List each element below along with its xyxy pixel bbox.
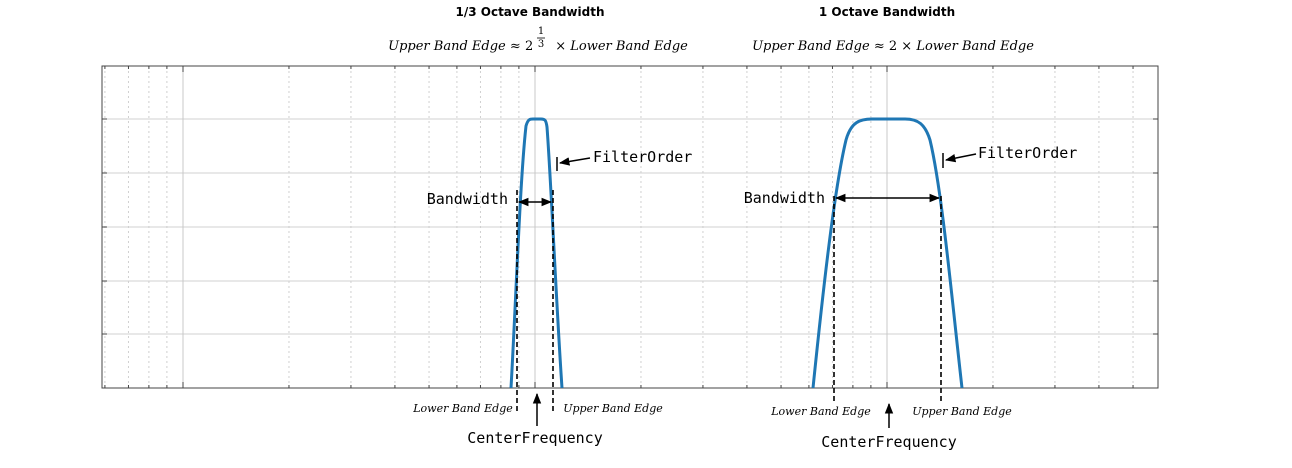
upper-edge-label: Upper Band Edge xyxy=(912,405,1012,418)
center-label: CenterFrequency xyxy=(467,429,602,447)
upper-edge-label: Upper Band Edge xyxy=(563,402,663,415)
formula-times: × xyxy=(555,39,566,54)
formula-rhs: Lower Band Edge xyxy=(569,39,688,54)
formula-lhs: Upper Band Edge xyxy=(752,39,870,54)
formula: Upper Band Edge ≈ 2 × Lower Band Edge xyxy=(752,39,1034,54)
formula-op: ≈ xyxy=(510,39,521,54)
formula-rhs: Lower Band Edge xyxy=(915,39,1034,54)
filter-order-label: FilterOrder xyxy=(593,148,692,166)
center-label: CenterFrequency xyxy=(821,433,956,451)
bandwidth-label: Bandwidth xyxy=(744,189,825,207)
order-arrow xyxy=(944,153,977,163)
formula-op: ≈ xyxy=(874,39,885,54)
bandwidth-label: Bandwidth xyxy=(427,190,508,208)
grid xyxy=(102,66,1158,388)
lower-edge-label: Lower Band Edge xyxy=(412,402,513,415)
formula-factor: 2 xyxy=(889,39,897,54)
formula-exp-den: 3 xyxy=(538,39,544,50)
order-arrow xyxy=(558,157,591,166)
filter-order-label: FilterOrder xyxy=(978,144,1077,162)
filter-curve xyxy=(811,117,964,389)
panel-title: 1/3 Octave Bandwidth xyxy=(456,5,605,19)
panel-title: 1 Octave Bandwidth xyxy=(819,5,955,19)
formula-base: 2 xyxy=(525,39,533,54)
formula-times: × xyxy=(901,39,912,54)
lower-edge-label: Lower Band Edge xyxy=(770,405,871,418)
plot-frame xyxy=(101,65,1159,389)
formula: Upper Band Edge ≈ 2 × Lower Band Edge xyxy=(388,39,688,54)
formula-lhs: Upper Band Edge xyxy=(388,39,506,54)
formula-exp-num: 1 xyxy=(538,26,544,37)
